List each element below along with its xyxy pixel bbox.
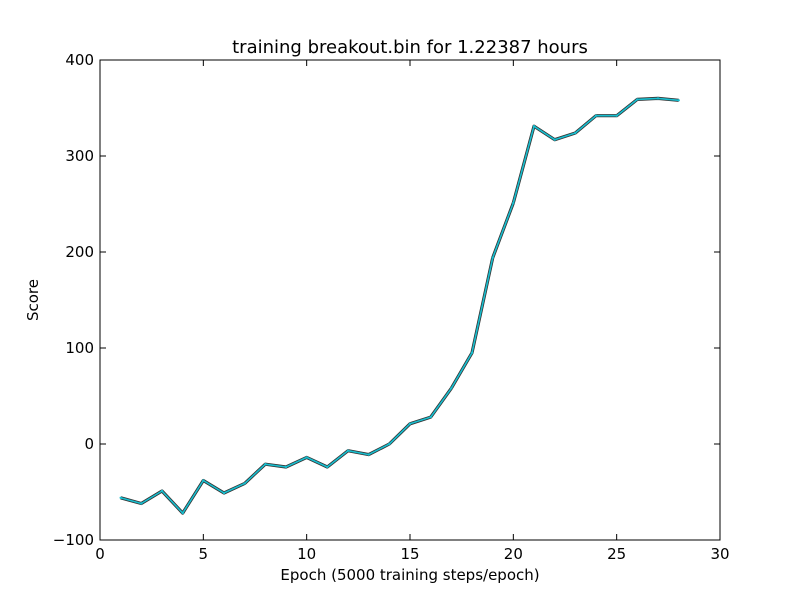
x-tick-label: 5	[199, 545, 209, 563]
data-point	[677, 99, 680, 102]
y-tick-label: 400	[65, 51, 94, 69]
data-point	[222, 491, 226, 495]
data-point	[181, 511, 184, 515]
data-point	[615, 114, 618, 117]
data-point	[284, 465, 288, 469]
y-tick-label: 200	[65, 243, 94, 261]
series-layer	[119, 96, 680, 515]
data-point	[160, 489, 164, 493]
data-point	[491, 256, 494, 259]
data-point	[594, 114, 598, 117]
data-point	[470, 351, 474, 354]
y-tick-label: 100	[65, 339, 94, 357]
data-point	[119, 496, 122, 499]
x-axis-label: Epoch (5000 training steps/epoch)	[280, 566, 539, 584]
chart-title: training breakout.bin for 1.22387 hours	[232, 37, 588, 58]
x-tick-label: 0	[95, 545, 105, 563]
series-line	[120, 97, 679, 514]
data-point	[429, 415, 432, 419]
data-point	[202, 479, 205, 482]
y-tick-label: −100	[53, 531, 94, 549]
series-line-shadow	[120, 96, 679, 515]
data-point	[346, 449, 350, 452]
x-tick-label: 20	[504, 545, 523, 563]
data-point	[367, 453, 370, 456]
data-point	[574, 131, 577, 135]
y-axis-label: Score	[24, 279, 42, 321]
data-point	[305, 456, 308, 459]
y-tick-label: 0	[84, 435, 94, 453]
data-point	[553, 138, 556, 141]
x-tick-label: 30	[710, 545, 729, 563]
x-tick-label: 15	[400, 545, 419, 563]
data-point	[512, 201, 515, 205]
data-point	[532, 125, 536, 128]
data-point	[656, 97, 660, 100]
data-point	[243, 482, 246, 485]
x-tick-label: 10	[297, 545, 316, 563]
x-tick-label: 25	[607, 545, 626, 563]
plot-frame	[99, 59, 721, 541]
data-point	[140, 502, 143, 505]
data-point	[450, 387, 453, 390]
data-point	[264, 463, 267, 466]
data-point	[388, 442, 391, 446]
data-point	[408, 422, 412, 425]
y-tick-label: 300	[65, 147, 94, 165]
data-point	[636, 98, 639, 101]
data-point	[326, 465, 329, 469]
